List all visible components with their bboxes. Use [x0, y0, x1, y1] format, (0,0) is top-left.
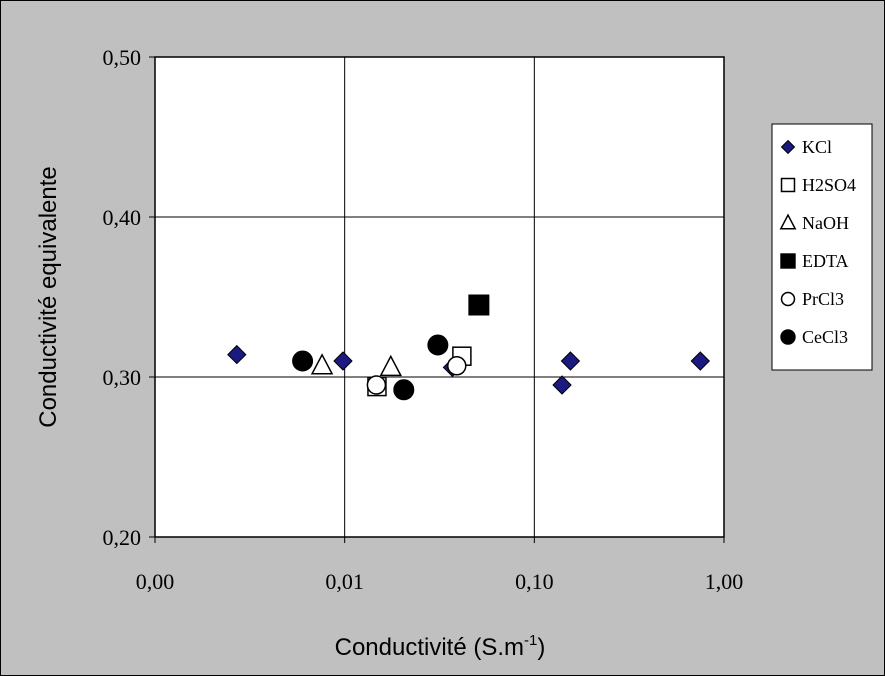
data-point-kcl [333, 351, 353, 371]
x-tick-labels: 0,00 0,01 0,10 1,00 [136, 569, 744, 594]
gridlines [149, 56, 725, 543]
data-points [227, 294, 711, 401]
data-point-kcl [690, 351, 711, 371]
y-tick-label: 0,30 [103, 365, 142, 390]
data-point-kcl [552, 375, 572, 395]
data-point-kcl [227, 344, 247, 365]
y-tick-labels: 0,20 0,30 0,40 0,50 [103, 45, 142, 550]
x-tick-label: 0,01 [325, 569, 364, 594]
legend-marker-h2so4 [780, 177, 796, 193]
legend-label-cecl3: CeCl3 [802, 327, 848, 347]
legend-label-kcl: KCl [802, 137, 832, 157]
legend: KCl H2SO4 NaOH EDTA PrCl3 CeCl3 [779, 137, 856, 347]
y-tick-label: 0,20 [103, 525, 142, 550]
y-tick-label: 0,40 [103, 205, 142, 230]
legend-label-prcl3: PrCl3 [802, 289, 844, 309]
legend-box [771, 123, 873, 371]
data-point-cecl3 [393, 379, 415, 401]
legend-label-h2so4: H2SO4 [802, 175, 856, 195]
data-point-naoh [379, 354, 403, 377]
data-point-cecl3 [292, 350, 314, 372]
x-tick-label: 1,00 [705, 569, 744, 594]
data-point-prcl3 [366, 375, 387, 395]
x-axis-label: Conductivité (S.m-1) [335, 632, 546, 661]
data-point-edta [468, 294, 490, 316]
legend-label-edta: EDTA [802, 251, 849, 271]
legend-marker-cecl3 [780, 329, 796, 345]
y-tick-label: 0,50 [103, 45, 142, 70]
data-point-cecl3 [427, 334, 449, 356]
x-tick-label: 0,00 [136, 569, 175, 594]
x-tick-label: 0,10 [515, 569, 554, 594]
legend-marker-edta [780, 253, 796, 269]
legend-marker-prcl3 [780, 291, 796, 307]
data-point-prcl3 [447, 356, 467, 376]
legend-marker-kcl [780, 139, 796, 155]
legend-label-naoh: NaOH [802, 213, 849, 233]
legend-marker-naoh [779, 213, 797, 230]
data-point-kcl [560, 351, 581, 371]
y-axis-label: Conductivité equivalente [35, 166, 62, 428]
data-point-naoh [310, 353, 334, 375]
plot-area [154, 56, 725, 538]
